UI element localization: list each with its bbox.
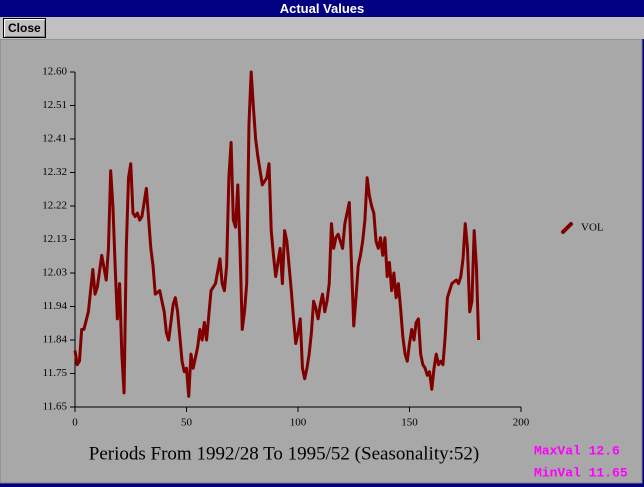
- y-tick-label: 12.22: [42, 200, 67, 212]
- y-tick-label: 11.75: [43, 367, 68, 379]
- max-label: MaxVal 12.6: [534, 443, 620, 458]
- y-tick-label: 12.41: [42, 133, 67, 145]
- y-tick-label: 12.60: [42, 66, 67, 78]
- y-tick-label: 12.03: [42, 267, 67, 279]
- close-button[interactable]: Close: [3, 18, 46, 38]
- y-tick-label: 12.51: [42, 99, 67, 111]
- x-tick-label: 50: [181, 417, 193, 429]
- toolbar: Close: [0, 17, 644, 39]
- window-title: Actual Values: [0, 0, 644, 17]
- chart: Periods From 1992/28 To 1995/52 (Seasona…: [0, 39, 643, 484]
- min-label: MinVal 11.65: [534, 465, 628, 480]
- y-tick-label: 11.65: [43, 401, 68, 413]
- x-tick-label: 150: [401, 417, 418, 429]
- series-line: [73, 70, 481, 398]
- chart-background: [0, 39, 643, 484]
- x-tick-label: 0: [72, 417, 78, 429]
- y-tick-label: 11.84: [43, 334, 68, 346]
- legend-marker: [561, 222, 573, 234]
- x-axis-label: Periods From 1992/28 To 1995/52 (Seasona…: [89, 443, 479, 464]
- x-tick-label: 200: [513, 417, 530, 429]
- y-tick-label: 12.13: [42, 233, 67, 245]
- y-tick-label: 11.94: [43, 300, 68, 312]
- legend-label: VOL: [581, 222, 604, 234]
- y-tick-label: 12.32: [42, 166, 67, 178]
- x-tick-label: 100: [290, 417, 307, 429]
